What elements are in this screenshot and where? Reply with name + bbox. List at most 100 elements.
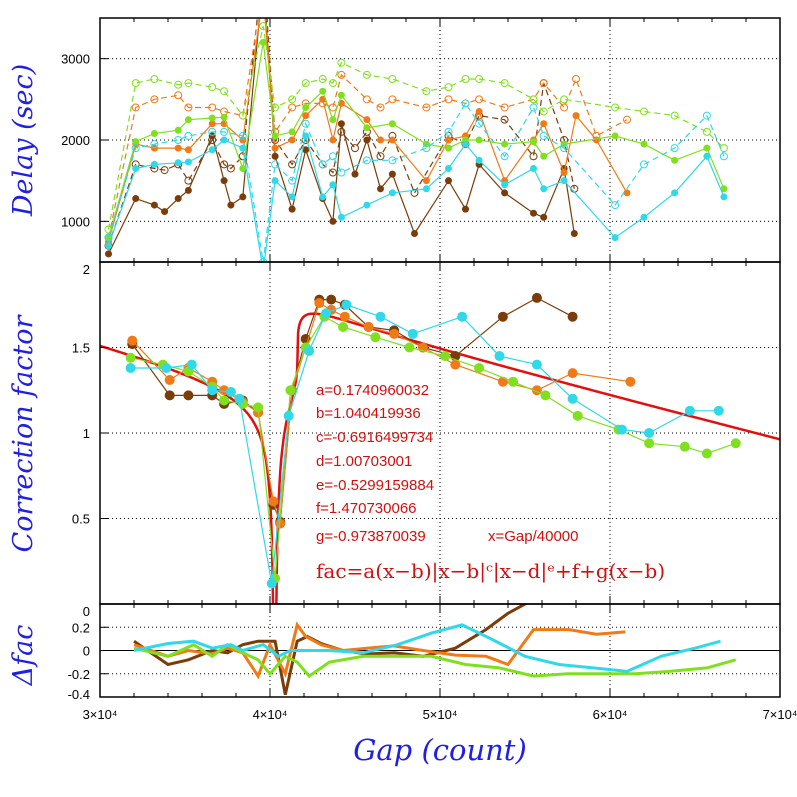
panel1-series-6-point xyxy=(702,127,711,136)
panel3-series-group xyxy=(133,604,737,696)
panel1-series-4-point xyxy=(184,103,193,112)
panel1-series-3-point xyxy=(288,136,296,144)
panel1-series-1-point xyxy=(530,209,537,217)
panel1-series-4-line xyxy=(107,18,628,238)
panel1-series-1-point xyxy=(302,146,310,154)
panel1-series-4-point xyxy=(174,91,183,100)
panel1-series-4-point xyxy=(337,70,346,79)
panel1-series-6-point xyxy=(220,87,229,96)
panel1-series-7-point xyxy=(671,189,679,197)
panel2-series-3-point xyxy=(285,385,296,396)
panel1-series-6-point xyxy=(288,95,297,104)
panel1-series-8-point xyxy=(318,160,327,169)
fit-x-definition: x=Gap/40000 xyxy=(488,528,579,545)
panel1-series-6-point xyxy=(104,225,113,234)
panel1-series-8-point xyxy=(475,119,484,128)
panel1-series-6-point xyxy=(529,95,538,104)
panel1-series-8-point xyxy=(271,160,280,169)
panel1-series-2-point xyxy=(529,152,538,161)
panel3-ytick-label: -0.2 xyxy=(68,667,90,682)
panel2-series-4-point xyxy=(616,424,627,435)
panel1-series-1-point xyxy=(150,201,158,209)
panel1-series-3-point xyxy=(475,108,483,116)
panel2-series-1-point xyxy=(567,311,578,322)
panel1-series-8-point xyxy=(529,103,538,112)
panel2-series-3-point xyxy=(219,395,230,406)
panel1-series-5-point xyxy=(530,138,537,146)
panel1-series-8-point xyxy=(104,233,113,242)
panel1-series-1-point xyxy=(227,201,235,209)
panel1-series-7-point xyxy=(150,160,158,168)
panel1-series-7-line xyxy=(107,135,725,262)
panel1-series-5-point xyxy=(560,140,568,148)
panel1-series-2-point xyxy=(220,160,229,169)
panel1-series-1-point xyxy=(337,120,345,128)
panel1-series-5-point xyxy=(703,144,711,152)
panel1-series-7-point xyxy=(540,185,548,193)
panel1-series-3-point xyxy=(388,136,396,144)
panel1-series-8-point xyxy=(150,140,159,149)
panel2-ytick-label: 0.5 xyxy=(72,512,90,527)
panel1-series-7-point xyxy=(184,158,192,166)
panel1-series-1-point xyxy=(271,152,279,160)
panel1-series-3-point xyxy=(363,116,371,124)
panel1-ylabel: Delay (sec) xyxy=(8,64,39,217)
panel2-series-3-point xyxy=(572,410,583,421)
panel1-series-6-point xyxy=(362,70,371,79)
panel2-series-group xyxy=(100,292,780,604)
panel1-series-3-point xyxy=(540,120,548,128)
panel2-series-4-point xyxy=(125,363,136,374)
panel2-series-4-point xyxy=(304,345,315,356)
panel2-series-4-point xyxy=(266,578,277,589)
panel1-series-6-point xyxy=(174,80,183,89)
panel1-series-3-point xyxy=(174,144,182,152)
panel1-series-2-point xyxy=(160,166,169,175)
panel1-series-3-point xyxy=(623,189,631,197)
panel1-series-2-point xyxy=(184,176,193,185)
x-tick-label: 7×10⁴ xyxy=(763,707,797,722)
panel1-series-5-point xyxy=(388,120,396,128)
panel1-series-4-point xyxy=(388,95,397,104)
panel1-series-7-point xyxy=(445,164,452,172)
panel1-series-3-point xyxy=(445,136,452,144)
panel1-series-7-point xyxy=(703,152,711,160)
x-axis-label: Gap (count) xyxy=(353,733,527,767)
x-tick-label: 4×10⁴ xyxy=(253,707,288,722)
panel1-series-5-point xyxy=(720,185,728,193)
panel1-series-8-point xyxy=(539,131,548,140)
panel2-series-3-point xyxy=(679,441,690,452)
panel1-series-7-point xyxy=(220,136,228,144)
panel1-series-4-point xyxy=(539,79,548,88)
panel1-series-1-point xyxy=(174,195,182,203)
panel1-series-2-point xyxy=(500,115,509,124)
panel2-series-4-point xyxy=(283,410,294,421)
panel1-series-5-point xyxy=(174,126,182,134)
panel1-series-4-point xyxy=(131,103,140,112)
panel1-series-8-point xyxy=(208,127,217,136)
panel1-series-4-point xyxy=(362,95,371,104)
panel1-series-5-point xyxy=(220,113,228,121)
panel1-series-1-point xyxy=(363,136,371,144)
panel1-series-5-point xyxy=(540,152,548,160)
panel2-ytick-label: 1 xyxy=(83,426,90,441)
panel1-series-8-point xyxy=(702,111,711,120)
panel3-ylabel: Δfac xyxy=(8,625,39,687)
panel2-ytick-label: 2 xyxy=(83,262,90,277)
panel1-series-1-point xyxy=(132,195,140,203)
panel2-ylabel: Correction factor xyxy=(8,314,39,553)
panel2-series-3-point xyxy=(644,438,655,449)
panel1-series-1-point xyxy=(105,250,112,258)
panel1-series-1-point xyxy=(351,170,359,178)
panel1-series-6-point xyxy=(719,144,728,153)
panel1-series-6-point xyxy=(560,95,569,104)
panel2-series-3-point xyxy=(125,352,136,363)
panel2-series-3-point xyxy=(701,448,712,459)
panel1-series-5-point xyxy=(475,136,483,144)
panel1-series-3-point xyxy=(329,136,337,144)
panel1-series-5-point xyxy=(337,91,345,99)
panel1-series-7-point xyxy=(560,177,568,185)
panel1-ytick-label: 2000 xyxy=(61,133,90,148)
panel1-series-6-point xyxy=(208,83,217,92)
